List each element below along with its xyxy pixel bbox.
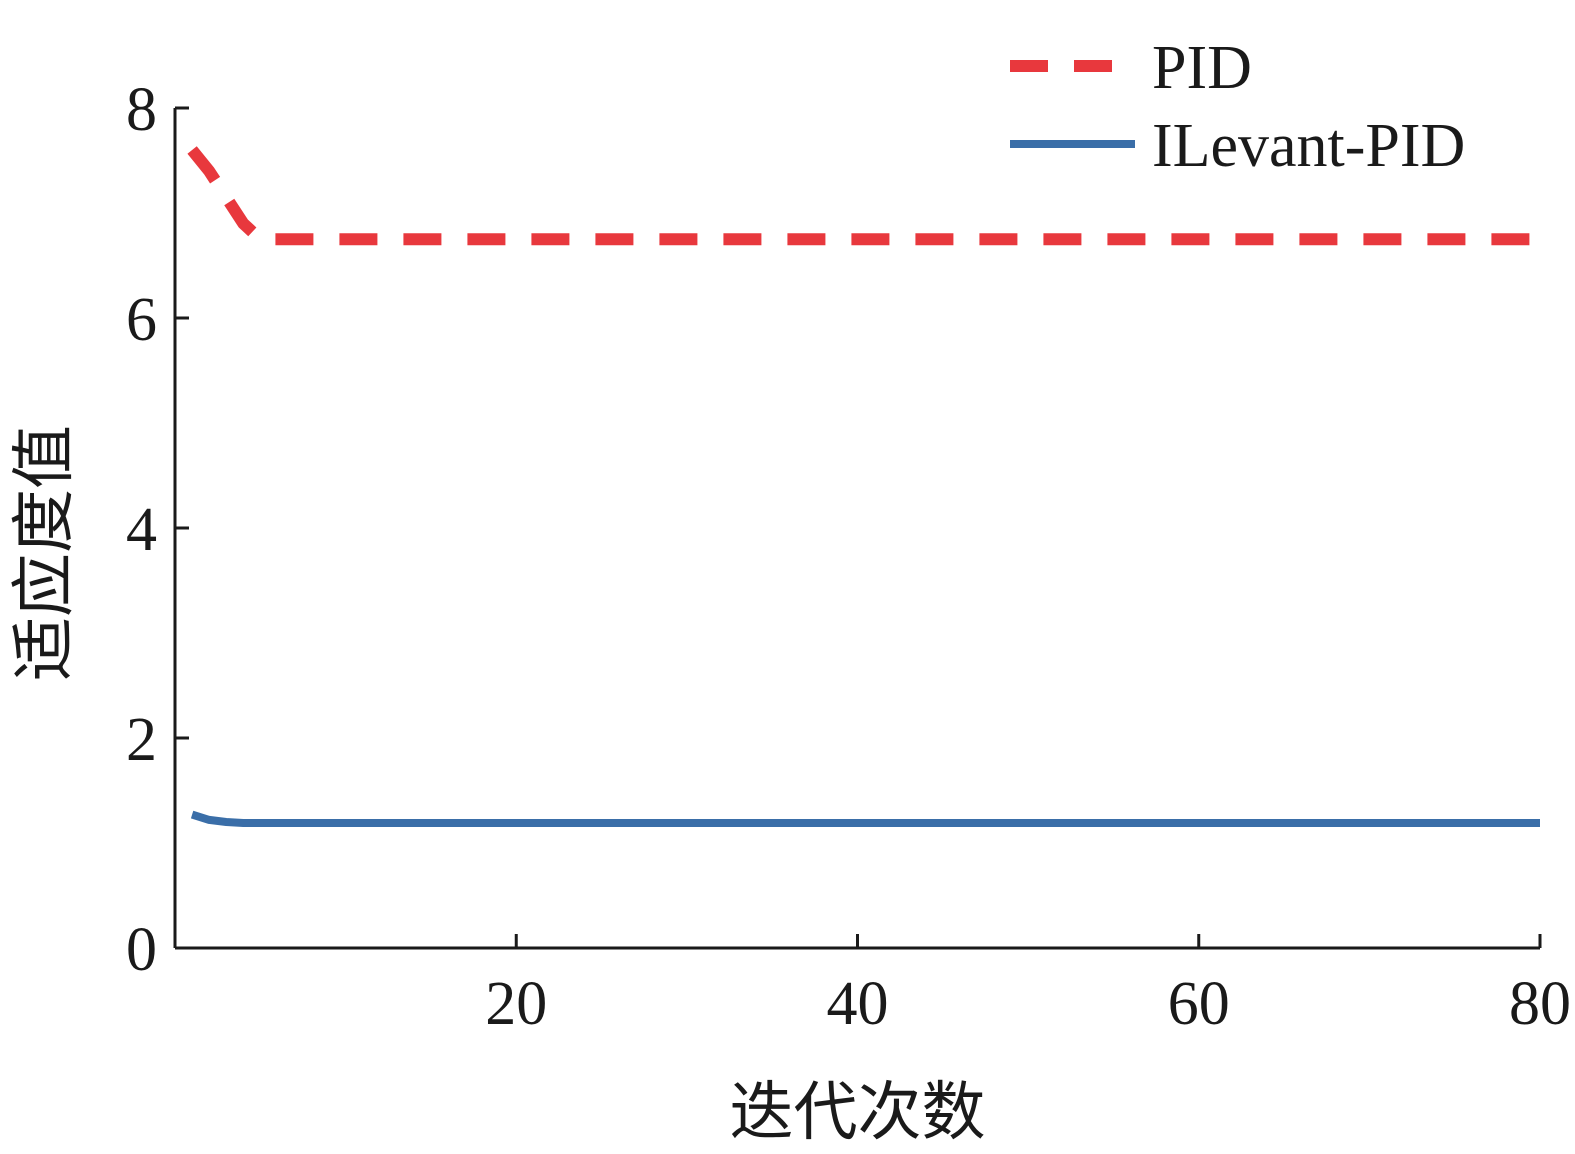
y-tick-label: 8 <box>126 76 157 144</box>
x-axis-title: 迭代次数 <box>730 1077 986 1148</box>
series-layer <box>187 146 1540 827</box>
y-axis-title: 适应度值 <box>9 425 80 681</box>
series-line-1 <box>187 146 1540 246</box>
axes-layer: 0 2 4 6 8 20 40 60 80 <box>126 76 1571 1038</box>
legend-label-2: ILevant-PID <box>1152 112 1465 180</box>
y-tick-label: 0 <box>126 916 157 984</box>
legend-label-1: PID <box>1152 34 1252 102</box>
x-tick-label: 80 <box>1509 970 1571 1038</box>
y-tick-label: 4 <box>126 496 157 564</box>
x-tick-label: 60 <box>1168 970 1230 1038</box>
legend: PID ILevant-PID <box>1010 34 1465 180</box>
x-tick-label: 40 <box>827 970 889 1038</box>
x-tick-label: 20 <box>485 970 547 1038</box>
series-line-2 <box>190 810 1540 827</box>
y-tick-label: 6 <box>126 286 157 354</box>
y-tick-label: 2 <box>126 706 157 774</box>
